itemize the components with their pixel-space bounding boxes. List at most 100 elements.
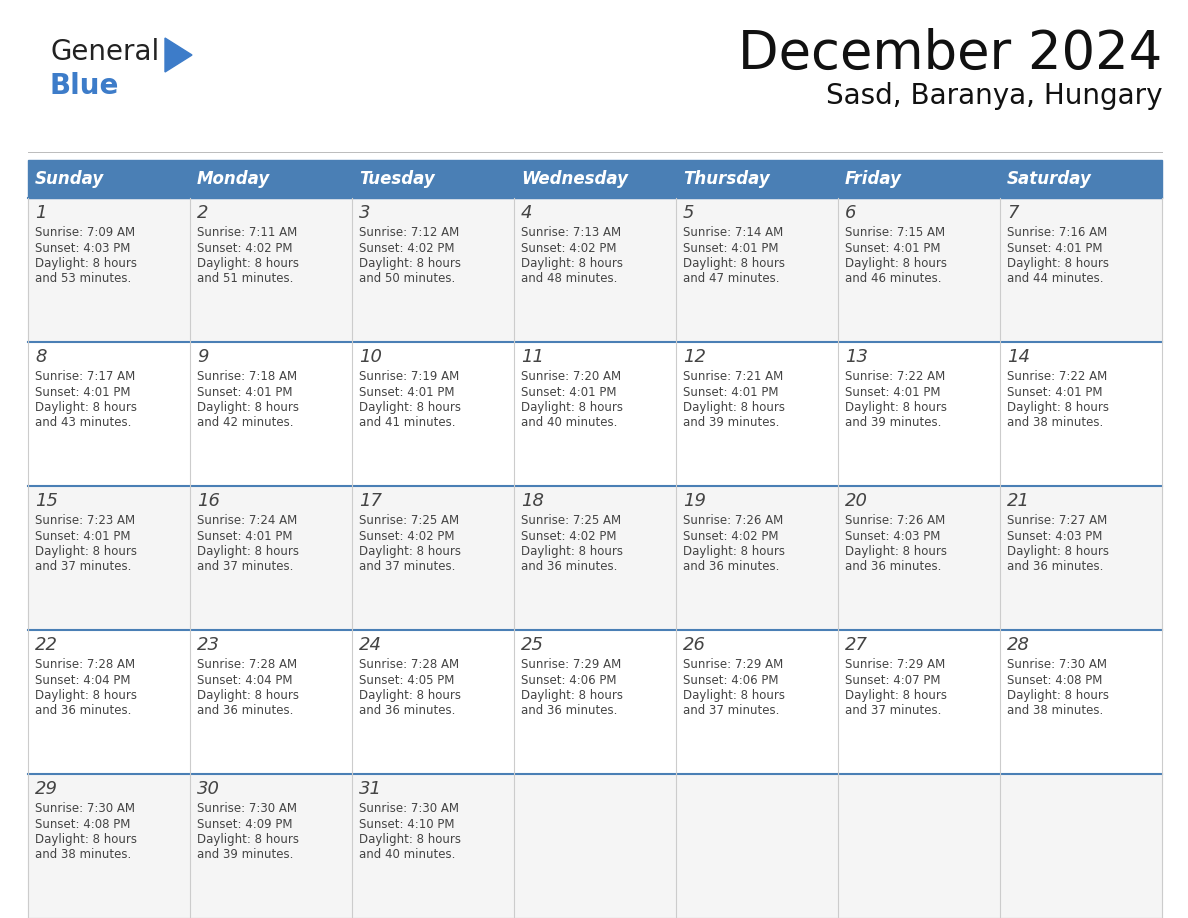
Text: Sunrise: 7:29 AM: Sunrise: 7:29 AM: [683, 658, 783, 671]
Bar: [29, 160, 1162, 198]
Text: Sunset: 4:08 PM: Sunset: 4:08 PM: [34, 818, 131, 831]
Text: and 51 minutes.: and 51 minutes.: [197, 273, 293, 285]
Text: Daylight: 8 hours: Daylight: 8 hours: [845, 401, 947, 414]
Text: Sunset: 4:05 PM: Sunset: 4:05 PM: [359, 674, 454, 687]
Text: Sunrise: 7:27 AM: Sunrise: 7:27 AM: [1007, 514, 1107, 527]
Text: Daylight: 8 hours: Daylight: 8 hours: [34, 833, 137, 846]
Text: Sunset: 4:01 PM: Sunset: 4:01 PM: [359, 386, 455, 398]
Text: Daylight: 8 hours: Daylight: 8 hours: [197, 833, 299, 846]
Text: Sunset: 4:01 PM: Sunset: 4:01 PM: [845, 241, 941, 254]
Text: Sunrise: 7:17 AM: Sunrise: 7:17 AM: [34, 370, 135, 383]
Text: Sunrise: 7:21 AM: Sunrise: 7:21 AM: [683, 370, 783, 383]
Text: Sunrise: 7:30 AM: Sunrise: 7:30 AM: [34, 802, 135, 815]
Text: 3: 3: [359, 204, 371, 222]
Text: and 40 minutes.: and 40 minutes.: [359, 848, 455, 861]
Text: Daylight: 8 hours: Daylight: 8 hours: [359, 689, 461, 702]
Text: 17: 17: [359, 492, 383, 510]
Text: and 48 minutes.: and 48 minutes.: [522, 273, 618, 285]
Text: Daylight: 8 hours: Daylight: 8 hours: [522, 401, 623, 414]
Text: Sunset: 4:08 PM: Sunset: 4:08 PM: [1007, 674, 1102, 687]
Text: Friday: Friday: [845, 170, 902, 188]
Text: Sunset: 4:02 PM: Sunset: 4:02 PM: [522, 530, 617, 543]
Text: 15: 15: [34, 492, 58, 510]
Text: Wednesday: Wednesday: [522, 170, 628, 188]
Text: Daylight: 8 hours: Daylight: 8 hours: [845, 257, 947, 270]
Text: Sunset: 4:01 PM: Sunset: 4:01 PM: [683, 241, 778, 254]
Text: Daylight: 8 hours: Daylight: 8 hours: [34, 401, 137, 414]
Text: Sunset: 4:01 PM: Sunset: 4:01 PM: [34, 530, 131, 543]
Text: Sunrise: 7:22 AM: Sunrise: 7:22 AM: [1007, 370, 1107, 383]
Text: 31: 31: [359, 780, 383, 798]
Text: 23: 23: [197, 636, 220, 654]
Text: Sunrise: 7:22 AM: Sunrise: 7:22 AM: [845, 370, 946, 383]
Text: Sunset: 4:01 PM: Sunset: 4:01 PM: [197, 386, 292, 398]
Text: General: General: [50, 38, 159, 66]
Text: 28: 28: [1007, 636, 1030, 654]
Text: 11: 11: [522, 348, 544, 366]
Text: Daylight: 8 hours: Daylight: 8 hours: [1007, 401, 1110, 414]
Text: Daylight: 8 hours: Daylight: 8 hours: [197, 545, 299, 558]
Text: Sunday: Sunday: [34, 170, 105, 188]
Text: Sunrise: 7:26 AM: Sunrise: 7:26 AM: [683, 514, 783, 527]
Text: Sunset: 4:01 PM: Sunset: 4:01 PM: [683, 386, 778, 398]
Text: Sunrise: 7:18 AM: Sunrise: 7:18 AM: [197, 370, 297, 383]
Text: Sunset: 4:02 PM: Sunset: 4:02 PM: [683, 530, 778, 543]
Text: Sunset: 4:04 PM: Sunset: 4:04 PM: [197, 674, 292, 687]
Text: Sunset: 4:01 PM: Sunset: 4:01 PM: [1007, 241, 1102, 254]
Text: Daylight: 8 hours: Daylight: 8 hours: [683, 545, 785, 558]
Text: Daylight: 8 hours: Daylight: 8 hours: [1007, 689, 1110, 702]
Text: Sunrise: 7:30 AM: Sunrise: 7:30 AM: [359, 802, 459, 815]
Text: 18: 18: [522, 492, 544, 510]
Text: and 44 minutes.: and 44 minutes.: [1007, 273, 1104, 285]
Text: Daylight: 8 hours: Daylight: 8 hours: [34, 545, 137, 558]
Text: Sunrise: 7:26 AM: Sunrise: 7:26 AM: [845, 514, 946, 527]
Text: Sunset: 4:01 PM: Sunset: 4:01 PM: [845, 386, 941, 398]
Text: and 36 minutes.: and 36 minutes.: [522, 704, 618, 718]
Text: and 50 minutes.: and 50 minutes.: [359, 273, 455, 285]
Bar: [29, 198, 1162, 342]
Text: Daylight: 8 hours: Daylight: 8 hours: [359, 545, 461, 558]
Text: Daylight: 8 hours: Daylight: 8 hours: [522, 257, 623, 270]
Text: Sunset: 4:01 PM: Sunset: 4:01 PM: [1007, 386, 1102, 398]
Text: and 46 minutes.: and 46 minutes.: [845, 273, 942, 285]
Text: Sunrise: 7:12 AM: Sunrise: 7:12 AM: [359, 226, 460, 239]
Bar: [29, 630, 1162, 774]
Text: 19: 19: [683, 492, 706, 510]
Text: and 37 minutes.: and 37 minutes.: [359, 561, 455, 574]
Text: and 47 minutes.: and 47 minutes.: [683, 273, 779, 285]
Text: Daylight: 8 hours: Daylight: 8 hours: [683, 257, 785, 270]
Text: Sunset: 4:06 PM: Sunset: 4:06 PM: [683, 674, 778, 687]
Text: and 43 minutes.: and 43 minutes.: [34, 417, 132, 430]
Text: 26: 26: [683, 636, 706, 654]
Text: 8: 8: [34, 348, 46, 366]
Text: 13: 13: [845, 348, 868, 366]
Text: 14: 14: [1007, 348, 1030, 366]
Text: Monday: Monday: [197, 170, 270, 188]
Text: 25: 25: [522, 636, 544, 654]
Text: and 38 minutes.: and 38 minutes.: [1007, 704, 1104, 718]
Text: and 36 minutes.: and 36 minutes.: [683, 561, 779, 574]
Text: and 37 minutes.: and 37 minutes.: [34, 561, 132, 574]
Text: Daylight: 8 hours: Daylight: 8 hours: [34, 257, 137, 270]
Text: Daylight: 8 hours: Daylight: 8 hours: [359, 833, 461, 846]
Text: 16: 16: [197, 492, 220, 510]
Bar: [29, 774, 1162, 918]
Text: Sunset: 4:02 PM: Sunset: 4:02 PM: [359, 530, 455, 543]
Text: 24: 24: [359, 636, 383, 654]
Text: December 2024: December 2024: [738, 28, 1162, 80]
Text: Sunrise: 7:25 AM: Sunrise: 7:25 AM: [359, 514, 459, 527]
Text: Sunrise: 7:28 AM: Sunrise: 7:28 AM: [197, 658, 297, 671]
Text: Sunset: 4:02 PM: Sunset: 4:02 PM: [359, 241, 455, 254]
Text: Sunset: 4:06 PM: Sunset: 4:06 PM: [522, 674, 617, 687]
Text: Daylight: 8 hours: Daylight: 8 hours: [522, 545, 623, 558]
Text: Daylight: 8 hours: Daylight: 8 hours: [197, 257, 299, 270]
Text: Sunset: 4:02 PM: Sunset: 4:02 PM: [197, 241, 292, 254]
Text: and 41 minutes.: and 41 minutes.: [359, 417, 455, 430]
Text: Sunrise: 7:16 AM: Sunrise: 7:16 AM: [1007, 226, 1107, 239]
Text: and 36 minutes.: and 36 minutes.: [34, 704, 132, 718]
Text: 9: 9: [197, 348, 209, 366]
Text: Daylight: 8 hours: Daylight: 8 hours: [359, 257, 461, 270]
Text: 27: 27: [845, 636, 868, 654]
Text: 22: 22: [34, 636, 58, 654]
Text: Sunrise: 7:20 AM: Sunrise: 7:20 AM: [522, 370, 621, 383]
